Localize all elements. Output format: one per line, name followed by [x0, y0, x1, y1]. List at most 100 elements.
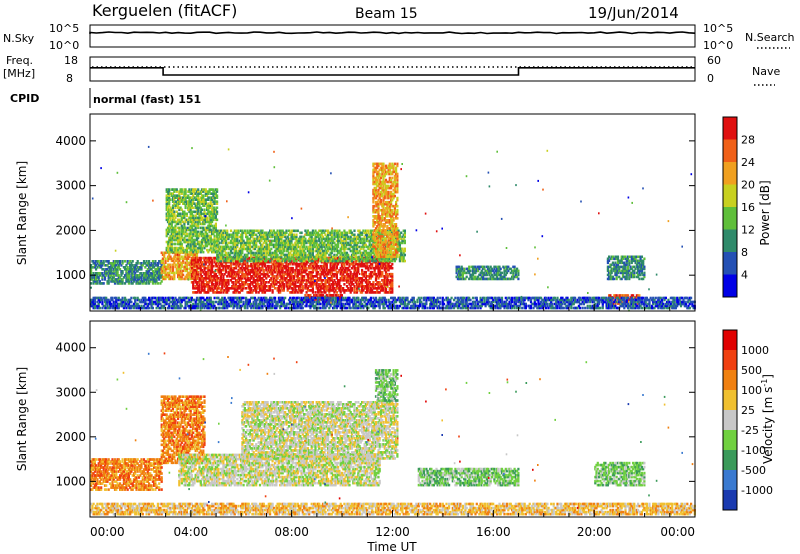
scatter-cell — [390, 259, 393, 263]
scatter-cell — [246, 237, 249, 241]
scatter-cell — [194, 268, 197, 272]
scatter-cell — [221, 235, 224, 239]
scatter-cell — [368, 289, 371, 292]
scatter-cell — [332, 247, 335, 251]
scatter-cell — [199, 250, 202, 254]
scatter-cell — [362, 229, 365, 233]
scatter-cell — [352, 272, 355, 276]
scatter-cell — [227, 289, 230, 292]
scatter-cell — [153, 274, 156, 277]
scatter-cell — [363, 235, 366, 239]
scatter-cell — [194, 198, 197, 201]
scatter-cell — [366, 283, 369, 286]
scatter-cell — [330, 266, 333, 270]
scatter-cell — [248, 243, 251, 247]
scatter-cell — [395, 253, 398, 257]
scatter-cell — [207, 260, 210, 264]
scatter-cell — [403, 249, 406, 253]
scatter-cell — [262, 235, 265, 239]
scatter-cell — [241, 283, 244, 286]
scatter-cell — [316, 256, 320, 260]
scatter-cell — [188, 200, 191, 203]
scatter-cell — [192, 220, 195, 224]
scatter-cell — [206, 283, 209, 286]
scatter-cell — [291, 291, 294, 294]
scatter-cell — [213, 258, 216, 262]
scatter-cell — [350, 241, 354, 245]
scatter-cell — [270, 260, 273, 264]
scatter-cell — [184, 220, 187, 224]
scatter-cell — [129, 264, 132, 267]
scatter-cell — [372, 176, 375, 180]
scatter-cell — [221, 264, 224, 268]
scatter-cell — [213, 224, 216, 228]
scatter-cell — [187, 244, 190, 248]
scatter-cell — [327, 229, 330, 233]
scatter-cell — [171, 263, 175, 267]
scatter-cell — [216, 188, 219, 191]
scatter-cell — [238, 239, 241, 243]
scatter-cell — [182, 228, 185, 232]
scatter-cell — [374, 277, 378, 280]
scatter-cell — [175, 222, 178, 226]
scatter-cell — [252, 281, 255, 284]
scatter-cell — [315, 287, 318, 290]
scatter-cell — [199, 212, 202, 216]
scatter-cell — [400, 251, 403, 255]
scatter-cell — [218, 251, 221, 255]
scatter-cell — [366, 275, 369, 278]
scatter-cell — [164, 271, 167, 275]
scatter-cell — [102, 282, 105, 285]
scatter-cell — [398, 243, 401, 247]
scatter-cell — [218, 266, 221, 270]
scatter-cell — [243, 253, 246, 257]
scatter-cell — [386, 247, 389, 251]
scatter-cell — [261, 289, 264, 292]
scatter-cell — [217, 243, 220, 247]
scatter-cell — [213, 256, 216, 260]
scatter-cell — [383, 277, 386, 280]
scatter-cell — [193, 277, 196, 281]
scatter-cell — [219, 289, 222, 292]
scatter-cell — [160, 271, 163, 275]
scatter-cell — [233, 289, 236, 292]
scatter-cell — [377, 188, 380, 192]
scatter-cell — [275, 251, 278, 255]
scatter-cell — [131, 260, 134, 263]
scatter-cell — [330, 231, 333, 235]
scatter-cell — [374, 188, 378, 192]
scatter-cell — [366, 235, 369, 239]
scatter-cell — [197, 200, 200, 203]
scatter-cell — [250, 268, 253, 272]
scatter-cell — [154, 282, 157, 285]
scatter-cell — [229, 255, 233, 259]
scatter-cell — [256, 266, 259, 270]
scatter-cell — [199, 260, 202, 264]
scatter-cell — [142, 280, 146, 283]
scatter-cell — [174, 250, 177, 254]
scatter-cell — [250, 287, 253, 290]
scatter-cell — [173, 242, 176, 246]
scatter-cell — [329, 247, 332, 251]
scatter-cell — [279, 251, 282, 255]
scatter-cell — [234, 257, 238, 261]
scatter-cell — [314, 233, 317, 237]
scatter-cell — [200, 216, 204, 220]
scatter-cell — [320, 291, 323, 294]
scatter-cell — [213, 270, 216, 274]
scatter-cell — [333, 256, 336, 260]
scatter-cell — [185, 214, 188, 218]
scatter-cell — [308, 255, 311, 259]
scatter-cell — [203, 289, 206, 292]
scatter-cell — [285, 249, 288, 253]
scatter-cell — [318, 239, 321, 243]
scatter-cell — [347, 279, 350, 282]
scatter-cell — [267, 251, 270, 255]
scatter-cell — [335, 247, 338, 251]
scatter-cell — [301, 270, 304, 274]
scatter-cell — [279, 272, 282, 276]
scatter-cell — [371, 264, 374, 268]
scatter-cell — [119, 260, 122, 263]
scatter-cell — [397, 247, 400, 251]
scatter-cell — [166, 271, 170, 275]
